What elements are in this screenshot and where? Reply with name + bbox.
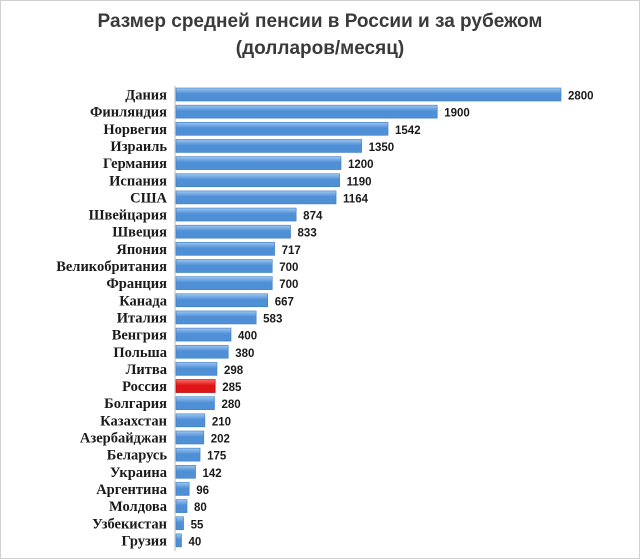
value-label: 40 bbox=[189, 536, 202, 548]
bar bbox=[175, 139, 362, 153]
bar bbox=[175, 379, 216, 393]
value-label: 1900 bbox=[444, 108, 470, 120]
category-label: Франция bbox=[106, 276, 167, 292]
bar bbox=[175, 122, 389, 136]
category-label: Канада bbox=[119, 293, 168, 309]
bar bbox=[175, 276, 273, 290]
value-label: 280 bbox=[222, 399, 241, 411]
category-label: Литва bbox=[126, 362, 168, 378]
value-label: 700 bbox=[279, 279, 298, 291]
bar bbox=[175, 190, 337, 205]
category-label: Азербайджан bbox=[80, 431, 167, 447]
value-label: 717 bbox=[282, 245, 301, 257]
bar bbox=[175, 396, 215, 411]
category-label: Украина bbox=[110, 465, 168, 481]
category-label: Казахстан bbox=[100, 413, 167, 429]
category-label: Швейцария bbox=[89, 208, 168, 224]
bar bbox=[175, 87, 562, 102]
value-label: 700 bbox=[279, 262, 298, 274]
category-label: Великобритания bbox=[56, 259, 167, 275]
bar bbox=[175, 413, 206, 428]
value-label: 1350 bbox=[369, 142, 395, 154]
bar bbox=[175, 224, 291, 239]
chart-title-block: Размер средней пенсии в России и за рубе… bbox=[0, 8, 640, 62]
bar bbox=[175, 242, 275, 256]
bar bbox=[175, 464, 196, 479]
bar bbox=[175, 173, 340, 188]
category-label: Италия bbox=[117, 310, 167, 326]
bar bbox=[175, 362, 218, 376]
chart-title: Размер средней пенсии в России и за рубе… bbox=[97, 11, 543, 32]
category-label: Норвегия bbox=[103, 122, 167, 138]
category-label: Россия bbox=[122, 379, 167, 395]
value-label: 142 bbox=[203, 468, 222, 480]
value-label: 380 bbox=[235, 348, 254, 360]
bar bbox=[175, 327, 232, 342]
category-label: Аргентина bbox=[96, 482, 168, 498]
bar bbox=[175, 430, 205, 445]
category-label: Беларусь bbox=[107, 448, 168, 464]
bar bbox=[175, 482, 190, 496]
value-label: 80 bbox=[194, 502, 207, 514]
category-label: США bbox=[130, 190, 167, 206]
bars-group: Дания 2800 Финляндия 1900 Норвегия 1542 Израил… bbox=[56, 88, 593, 550]
bar bbox=[175, 499, 188, 513]
bar bbox=[175, 156, 342, 170]
bar bbox=[175, 533, 182, 548]
bar bbox=[175, 447, 201, 462]
value-label: 175 bbox=[207, 451, 227, 463]
value-label: 667 bbox=[275, 296, 294, 308]
bar bbox=[175, 207, 297, 222]
bar bbox=[175, 310, 257, 325]
bar bbox=[175, 104, 438, 119]
bar bbox=[175, 344, 229, 359]
value-label: 833 bbox=[298, 228, 317, 240]
value-label: 96 bbox=[196, 485, 209, 497]
value-label: 1542 bbox=[395, 125, 421, 137]
category-label: Израиль bbox=[110, 139, 167, 155]
category-label: Узбекистан bbox=[92, 516, 167, 532]
category-label: Финляндия bbox=[90, 105, 167, 121]
category-label: Дания bbox=[125, 88, 167, 104]
value-label: 298 bbox=[224, 365, 244, 377]
value-label: 1190 bbox=[347, 176, 372, 188]
category-label: Польша bbox=[113, 345, 167, 361]
category-label: Германия bbox=[103, 156, 167, 172]
bar bbox=[175, 516, 184, 531]
value-label: 874 bbox=[303, 211, 323, 223]
value-label: 55 bbox=[191, 519, 204, 531]
value-label: 1164 bbox=[343, 193, 369, 205]
bar bbox=[175, 259, 273, 273]
category-label: Япония bbox=[116, 242, 167, 258]
value-label: 1200 bbox=[348, 159, 374, 171]
value-label: 202 bbox=[211, 434, 230, 446]
bar bbox=[175, 293, 269, 308]
category-label: Швеция bbox=[112, 225, 167, 241]
value-label: 285 bbox=[222, 382, 242, 394]
category-label: Болгария bbox=[104, 396, 167, 412]
category-label: Молдова bbox=[109, 499, 168, 515]
value-label: 400 bbox=[238, 331, 257, 343]
value-label: 2800 bbox=[568, 91, 594, 103]
value-label: 583 bbox=[263, 313, 282, 325]
category-label: Грузия bbox=[122, 533, 168, 549]
category-label: Испания bbox=[109, 173, 167, 189]
value-label: 210 bbox=[212, 416, 231, 428]
chart-subtitle: (долларов/месяц) bbox=[235, 38, 405, 59]
category-label: Венгрия bbox=[112, 328, 167, 344]
